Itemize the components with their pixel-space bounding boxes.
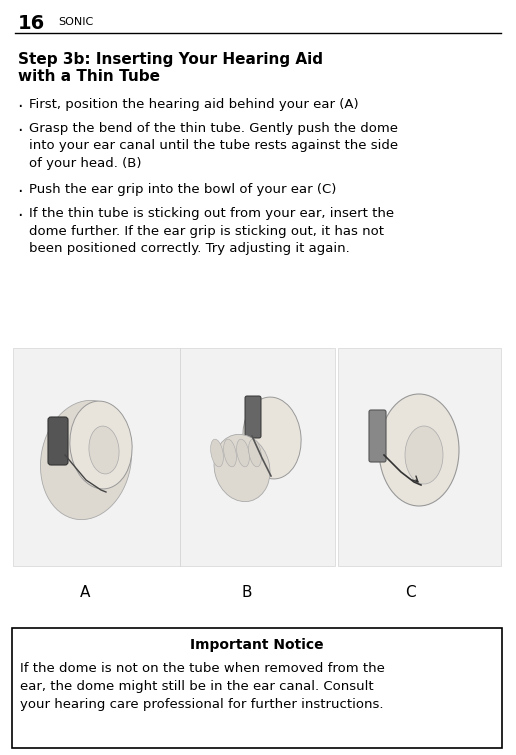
FancyBboxPatch shape — [12, 628, 502, 748]
Text: 16: 16 — [18, 14, 45, 33]
Ellipse shape — [223, 439, 236, 467]
FancyBboxPatch shape — [180, 348, 335, 566]
Ellipse shape — [89, 426, 119, 474]
Text: Grasp the bend of the thin tube. Gently push the dome
into your ear canal until : Grasp the bend of the thin tube. Gently … — [29, 122, 398, 170]
Text: B: B — [242, 585, 252, 600]
Text: ·: · — [17, 122, 23, 140]
Ellipse shape — [211, 439, 223, 467]
Ellipse shape — [70, 401, 132, 489]
Text: C: C — [405, 585, 415, 600]
Text: ·: · — [17, 183, 23, 201]
Text: A: A — [80, 585, 90, 600]
Text: ·: · — [17, 98, 23, 116]
Text: SONIC: SONIC — [58, 17, 93, 27]
FancyBboxPatch shape — [245, 396, 261, 438]
Text: Important Notice: Important Notice — [190, 638, 324, 652]
Ellipse shape — [40, 400, 132, 519]
FancyBboxPatch shape — [338, 348, 501, 566]
Ellipse shape — [214, 434, 270, 501]
Text: First, position the hearing aid behind your ear (A): First, position the hearing aid behind y… — [29, 98, 359, 111]
FancyBboxPatch shape — [369, 410, 386, 462]
Text: If the dome is not on the tube when removed from the
ear, the dome might still b: If the dome is not on the tube when remo… — [20, 662, 385, 711]
Text: with a Thin Tube: with a Thin Tube — [18, 69, 160, 84]
Text: Step 3b: Inserting Your Hearing Aid: Step 3b: Inserting Your Hearing Aid — [18, 52, 323, 67]
FancyBboxPatch shape — [48, 417, 68, 465]
Text: If the thin tube is sticking out from your ear, insert the
dome further. If the : If the thin tube is sticking out from yo… — [29, 207, 394, 255]
Ellipse shape — [379, 394, 459, 506]
Ellipse shape — [243, 397, 301, 479]
FancyBboxPatch shape — [13, 348, 180, 566]
Ellipse shape — [237, 439, 249, 467]
Ellipse shape — [405, 426, 443, 484]
Ellipse shape — [249, 439, 262, 467]
Text: ·: · — [17, 207, 23, 225]
Text: Push the ear grip into the bowl of your ear (C): Push the ear grip into the bowl of your … — [29, 183, 336, 196]
